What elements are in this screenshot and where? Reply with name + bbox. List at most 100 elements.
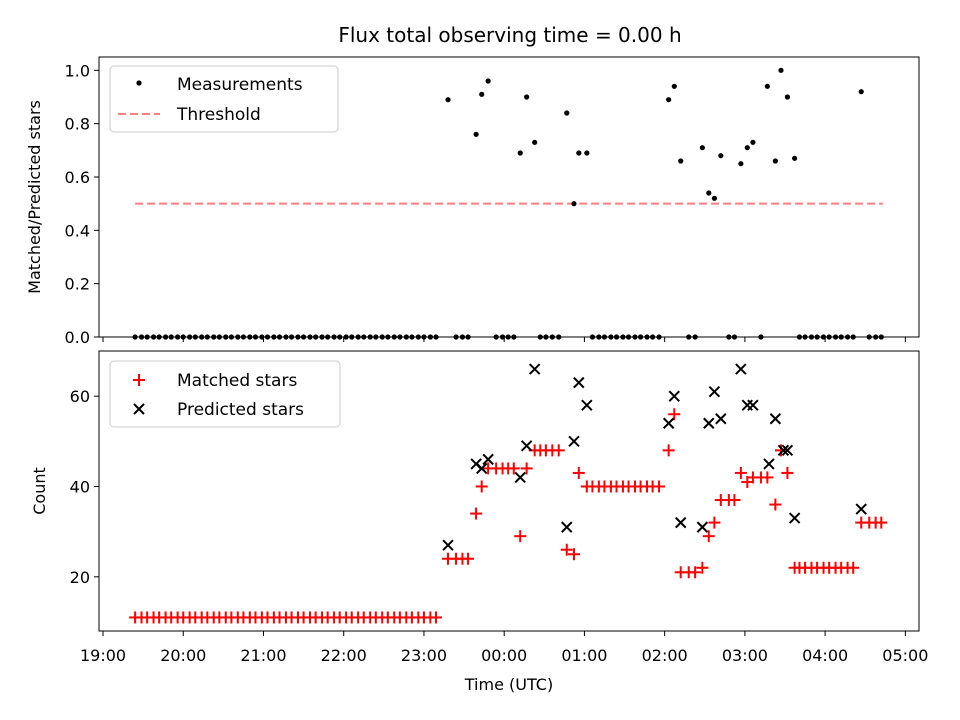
legend-predicted-marker <box>133 403 145 415</box>
measurement-point <box>678 158 684 164</box>
matched-star-marker <box>520 462 533 475</box>
matched-star-marker <box>702 530 715 543</box>
bottom-legend: Matched stars Predicted stars <box>109 360 341 428</box>
measurement-point <box>718 153 724 159</box>
top-legend: Measurements Threshold <box>109 65 339 133</box>
measurement-point <box>671 83 677 89</box>
top-legend-box <box>109 65 339 133</box>
matched-star-marker <box>734 466 747 479</box>
predicted-star-marker <box>528 363 541 375</box>
matched-star-marker <box>781 466 794 479</box>
predicted-star-marker <box>855 503 867 515</box>
legend-measurements-label: Measurements <box>177 75 303 95</box>
matched-star-marker <box>774 444 787 457</box>
measurement-point <box>473 131 479 137</box>
matched-star-marker <box>696 561 709 574</box>
predicted-star-marker <box>696 521 709 533</box>
predicted-star-marker <box>703 417 715 429</box>
chart-title: Flux total observing time = 0.00 h <box>338 23 681 47</box>
predicted-star-marker <box>573 376 585 389</box>
matched-star-marker <box>475 480 488 493</box>
x-tick-label: 22:00 <box>321 646 367 665</box>
predicted-stars-layer <box>442 363 867 551</box>
measurement-point <box>750 139 756 145</box>
x-tick-label: 19:00 <box>80 646 126 665</box>
bottom-y-tick-label: 60 <box>70 387 90 406</box>
x-tick-label: 23:00 <box>401 646 447 665</box>
top-y-tick-label: 0.0 <box>65 328 90 347</box>
predicted-star-marker <box>482 453 494 466</box>
measurement-point <box>738 161 744 167</box>
measurement-point <box>524 94 530 100</box>
measurement-point <box>479 91 485 97</box>
measurement-point <box>445 97 451 103</box>
measurement-point <box>576 150 582 156</box>
top-y-tick-label: 0.6 <box>65 168 90 187</box>
x-tick-label: 05:00 <box>882 646 928 665</box>
measurement-point <box>711 195 718 201</box>
matched-star-marker <box>769 498 782 511</box>
top-y-tick-label: 1.0 <box>65 61 90 80</box>
predicted-star-marker <box>781 444 794 457</box>
matched-star-marker <box>470 507 483 520</box>
matched-star-marker <box>847 561 860 574</box>
matched-star-marker <box>653 480 666 493</box>
matched-star-marker <box>662 444 675 457</box>
measurement-point <box>784 94 791 100</box>
predicted-star-marker <box>788 512 801 524</box>
matched-star-marker <box>560 543 573 556</box>
matched-star-marker <box>689 566 702 579</box>
legend-matched-label: Matched stars <box>177 371 297 391</box>
top-y-tick-label: 0.2 <box>65 275 90 294</box>
matched-star-marker <box>507 462 520 475</box>
bottom-y-axis-label: Count <box>30 467 49 515</box>
matched-star-marker <box>462 552 475 565</box>
measurement-point <box>706 190 712 196</box>
measurement-point <box>764 83 770 89</box>
measurement-point <box>744 145 750 151</box>
x-tick-label: 04:00 <box>802 646 848 665</box>
predicted-star-marker <box>715 413 727 425</box>
top-y-axis-label: Matched/Predicted stars <box>25 100 44 294</box>
measurement-point <box>858 89 864 95</box>
measurement-point <box>666 97 672 103</box>
measurement-point <box>584 150 590 156</box>
x-tick-label: 20:00 <box>160 646 206 665</box>
top-panel: 0.0 0.2 0.4 0.6 0.8 1.0 Matched/Predicted sta… <box>25 56 920 347</box>
predicted-star-marker <box>769 413 782 425</box>
predicted-star-marker <box>735 363 747 375</box>
top-y-ticks: 0.0 0.2 0.4 0.6 0.8 1.0 <box>65 61 99 347</box>
measurement-point <box>517 150 523 156</box>
x-tick-label: 00:00 <box>481 646 527 665</box>
x-axis-label: Time (UTC) <box>464 675 553 694</box>
matched-star-marker <box>708 516 721 529</box>
legend-measurements-marker <box>136 80 142 86</box>
measurement-point <box>532 139 538 145</box>
predicted-star-marker <box>708 385 721 398</box>
matched-star-marker <box>552 444 565 457</box>
measurement-point <box>485 78 491 84</box>
top-y-tick-label: 0.8 <box>65 115 90 134</box>
x-tick-label: 02:00 <box>642 646 688 665</box>
bottom-panel: 20 40 60 19:00 20:00 21:00 22:00 23:00 00:00 01:… <box>30 350 928 694</box>
matched-star-marker <box>668 408 681 421</box>
predicted-star-marker <box>581 399 593 411</box>
predicted-star-marker <box>662 417 675 429</box>
x-tick-label: 03:00 <box>722 646 768 665</box>
bottom-y-tick-label: 20 <box>70 568 90 587</box>
predicted-star-marker <box>442 539 454 551</box>
bottom-y-ticks: 20 40 60 <box>70 387 99 587</box>
top-plot-frame <box>98 56 920 338</box>
measurements-layer <box>132 67 884 340</box>
matched-stars-layer <box>129 408 888 624</box>
measurement-point <box>772 158 778 164</box>
matched-star-marker <box>728 494 741 507</box>
matched-star-marker <box>761 471 774 484</box>
matched-star-marker <box>875 516 888 529</box>
legend-predicted-label: Predicted stars <box>177 400 304 420</box>
x-tick-label: 21:00 <box>240 646 286 665</box>
legend-matched-marker <box>133 374 145 386</box>
bottom-plot-frame <box>98 350 920 632</box>
predicted-star-marker <box>668 390 680 402</box>
